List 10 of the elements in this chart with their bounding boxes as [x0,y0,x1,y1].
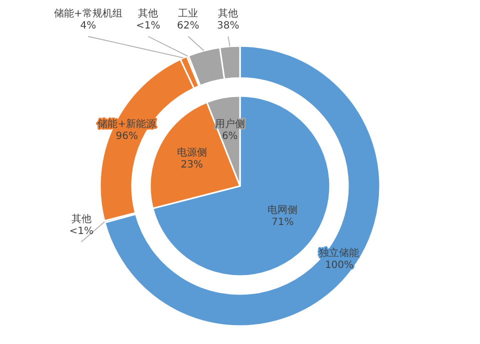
data-label: 71% [272,217,294,228]
slice-label: 工业 62% [177,7,200,32]
slice-label: 电源侧 [176,146,207,158]
data-label: 23% [180,159,204,170]
slice-label: 储能+常规机组 4% [54,7,122,32]
slice-label: 其他 <1% [69,212,94,237]
slice-label: 其他 <1% [136,7,160,32]
data-label: 6% [222,130,238,142]
slice-label: 其他 38% [217,7,240,32]
slice-label: 电网侧 [268,204,298,216]
